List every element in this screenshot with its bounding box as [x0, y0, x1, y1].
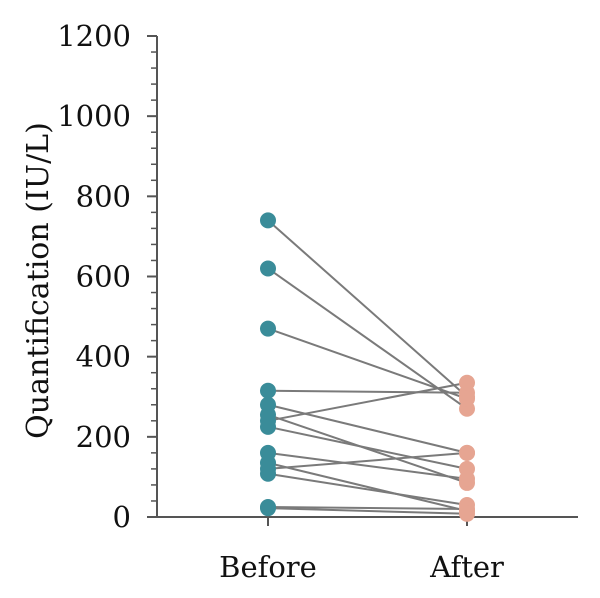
pair-line — [267, 472, 468, 506]
y-tick-label: 0 — [113, 500, 131, 534]
y-tick-label: 600 — [76, 260, 131, 294]
after-point — [459, 444, 475, 461]
y-tick-label: 800 — [76, 179, 131, 213]
y-axis-label: Quantification (IU/L) — [21, 122, 56, 439]
pair-line — [267, 507, 468, 515]
y-tick-label: 400 — [76, 340, 131, 374]
y-tick-label: 200 — [76, 420, 131, 454]
before-point — [260, 260, 276, 277]
pair-line — [267, 327, 468, 400]
x-tick-label-before: Before — [219, 550, 317, 584]
before-point — [260, 382, 276, 399]
before-point — [260, 465, 276, 482]
before-point — [260, 500, 276, 517]
pair-line — [267, 389, 468, 394]
pair-line — [267, 461, 468, 512]
after-point — [459, 374, 475, 391]
before-point — [260, 320, 276, 337]
x-tick-label-after: After — [429, 550, 504, 584]
after-point — [459, 470, 475, 487]
pair-line — [267, 505, 468, 510]
pair-line — [267, 425, 468, 470]
y-axis: 0 200 400 600 800 1000 1200 — [57, 19, 158, 534]
before-point — [260, 212, 276, 229]
pair-line — [267, 219, 468, 398]
data-points — [260, 212, 475, 522]
y-tick-label: 1000 — [57, 99, 131, 133]
before-point — [260, 418, 276, 435]
y-tick-label: 1200 — [57, 19, 131, 53]
pair-lines — [267, 219, 468, 515]
after-point — [459, 505, 475, 522]
pair-line — [267, 381, 468, 422]
pair-line — [267, 451, 468, 480]
pair-line — [267, 267, 468, 410]
pair-line — [267, 403, 468, 454]
pair-line — [267, 451, 468, 470]
x-axis — [157, 516, 578, 526]
